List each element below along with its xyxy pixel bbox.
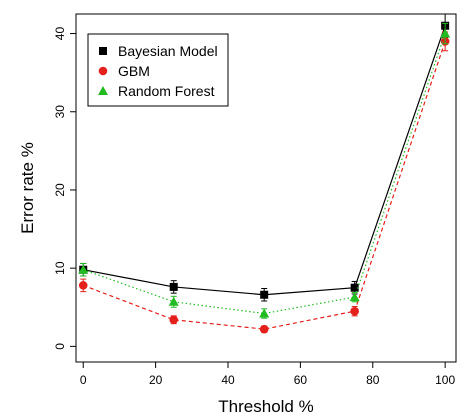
legend-marker xyxy=(99,47,107,55)
x-tick-label: 80 xyxy=(366,373,380,387)
series-random-forest xyxy=(78,22,451,319)
data-point xyxy=(168,296,179,306)
legend-label: Random Forest xyxy=(118,83,215,99)
legend-label: Bayesian Model xyxy=(118,43,218,59)
data-point xyxy=(78,264,89,274)
y-axis-title: Error rate % xyxy=(18,142,37,234)
x-tick-label: 100 xyxy=(435,373,455,387)
series-line xyxy=(83,41,446,330)
y-tick-label: 10 xyxy=(53,261,67,275)
data-point xyxy=(259,308,270,318)
series-layer xyxy=(78,13,451,334)
series-line xyxy=(83,33,446,315)
data-point xyxy=(259,324,269,334)
y-tick-label: 20 xyxy=(53,183,67,197)
x-axis: 0 20 40 60 80 100 xyxy=(80,362,455,387)
legend-label: GBM xyxy=(118,63,150,79)
y-tick-label: 30 xyxy=(53,105,67,119)
plot-frame xyxy=(75,13,457,363)
y-tick-label: 0 xyxy=(53,343,67,350)
x-axis-title: Threshold % xyxy=(218,397,313,416)
x-tick-label: 40 xyxy=(221,373,235,387)
x-tick-label: 20 xyxy=(149,373,163,387)
data-point xyxy=(350,283,359,292)
data-point xyxy=(169,282,178,291)
legend-marker xyxy=(98,86,108,95)
y-axis: 0 10 20 30 40 xyxy=(53,27,76,350)
legend-marker xyxy=(98,66,108,76)
legend-box xyxy=(87,33,229,107)
y-tick-label: 40 xyxy=(53,27,67,41)
data-point xyxy=(260,290,269,299)
x-tick-label: 0 xyxy=(80,373,87,387)
x-tick-label: 60 xyxy=(294,373,308,387)
data-point xyxy=(350,306,359,316)
legend: Bayesian Model GBM Random Forest xyxy=(87,33,229,107)
data-point xyxy=(169,315,179,325)
data-point xyxy=(440,28,451,38)
data-point xyxy=(78,281,88,290)
data-point xyxy=(349,292,360,302)
